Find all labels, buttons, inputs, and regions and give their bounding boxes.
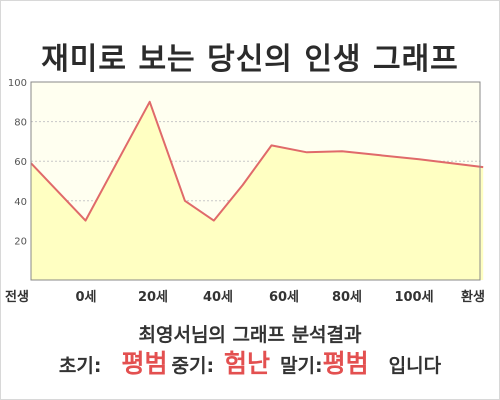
y-tick-label: 80 [14,118,27,129]
early-label: 초기: [58,355,102,377]
life-area-fill [31,101,484,280]
x-tick-label: 40세 [203,290,233,305]
plot-border [30,81,481,281]
middle-value: 험난 [224,349,271,378]
late-label: 말기: [280,355,323,377]
late-value: 평범 [322,349,369,378]
early-value: 평범 [121,349,168,378]
y-tick-label: 20 [14,236,27,247]
result-heading: 최영서님의 그래프 분석결과 [138,324,362,346]
page-title: 재미로 보는 당신의 인생 그래프 [41,42,459,77]
y-tick-label: 100 [8,78,27,89]
x-tick-label: 0세 [75,290,96,305]
y-tick-labels: 20 40 60 80 100 [8,78,27,247]
x-tick-labels: 전생 0세 20세 40세 60세 80세 100세 환생 [5,289,485,305]
result-summary: 초기: 평범 중기: 험난 말기:평범 입니다 [0,344,500,380]
y-tick-label: 40 [14,197,27,208]
y-tick-label: 60 [14,157,27,168]
x-tick-label: 60세 [269,290,299,305]
x-tick-label: 환생 [461,289,485,305]
x-tick-label: 100세 [394,290,433,305]
x-tick-label: 80세 [332,290,362,305]
x-tick-label: 전생 [5,289,29,305]
middle-label: 중기: [171,355,215,377]
x-tick-label: 20세 [138,290,168,305]
life-line [30,100,484,222]
result-suffix: 입니다 [388,355,442,377]
